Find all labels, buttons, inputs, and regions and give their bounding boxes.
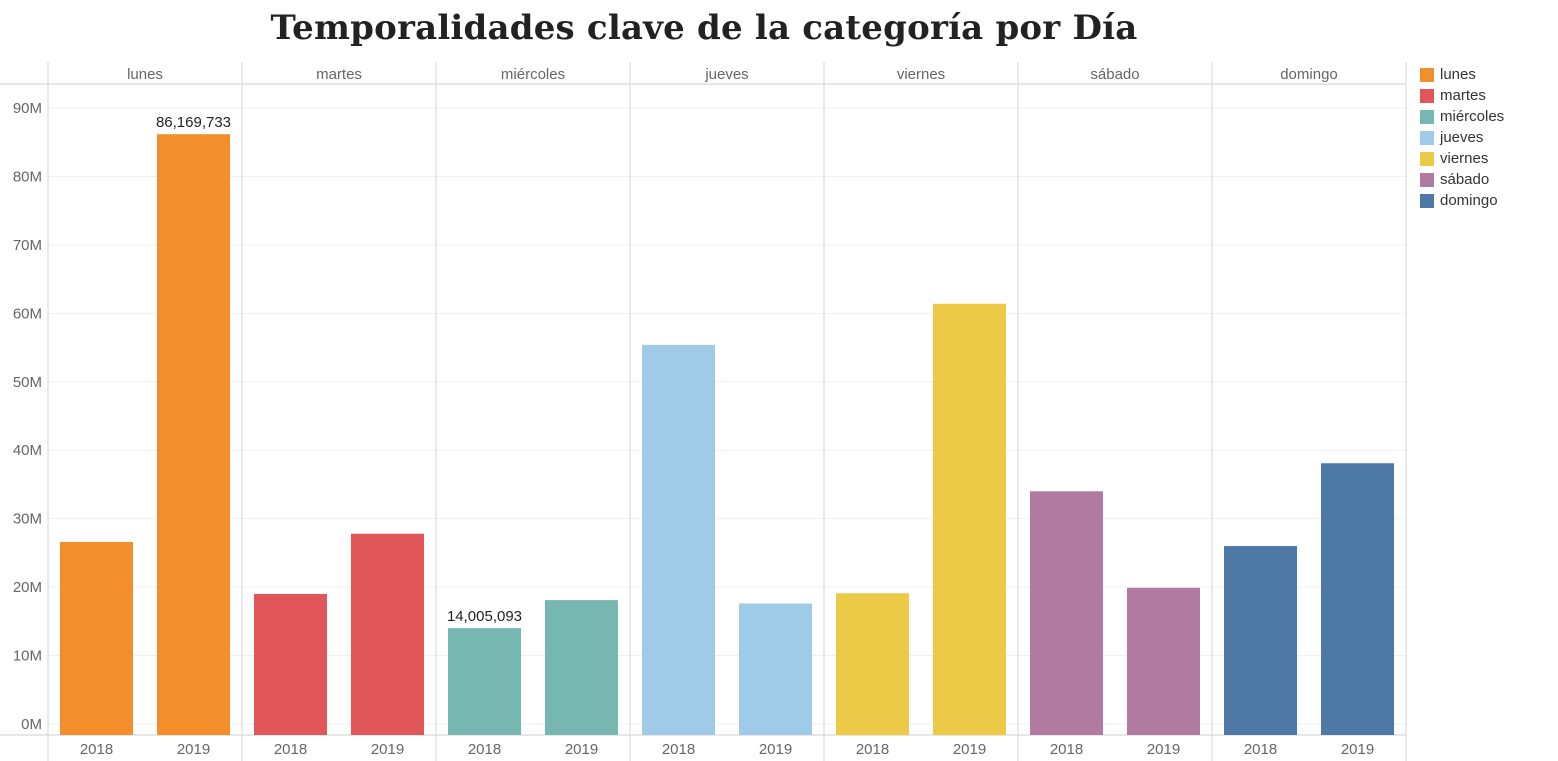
bar[interactable] — [836, 593, 909, 735]
legend-item[interactable]: sábado — [1420, 169, 1504, 190]
panel-header: lunes — [127, 66, 163, 83]
chart-title: Temporalidades clave de la categoría por… — [270, 8, 1138, 48]
x-tick-label: 2018 — [274, 741, 307, 758]
y-tick-label: 90M — [13, 100, 42, 117]
legend-item[interactable]: lunes — [1420, 64, 1504, 85]
y-tick-label: 60M — [13, 305, 42, 322]
panel-header: viernes — [897, 66, 945, 83]
data-label: 14,005,093 — [447, 608, 522, 625]
y-tick-label: 80M — [13, 168, 42, 185]
panel-header: jueves — [704, 66, 748, 83]
legend-item[interactable]: martes — [1420, 85, 1504, 106]
x-tick-label: 2018 — [80, 741, 113, 758]
panel-header: domingo — [1280, 66, 1338, 83]
data-label: 86,169,733 — [156, 114, 231, 131]
bar[interactable] — [157, 134, 230, 735]
legend-swatch — [1420, 109, 1434, 124]
bar[interactable] — [60, 541, 133, 735]
bar[interactable] — [545, 600, 618, 735]
bar[interactable] — [1321, 463, 1394, 735]
legend-label: martes — [1440, 87, 1486, 104]
legend-label: lunes — [1440, 66, 1476, 83]
text-layer: 0M 10M 20M 30M 40M 50M 60M 70M 80M 90M lunes 2018 20… — [13, 66, 1374, 758]
x-tick-label: 2018 — [468, 741, 501, 758]
legend-label: domingo — [1440, 192, 1498, 209]
bar[interactable] — [933, 303, 1006, 735]
legend-swatch — [1420, 88, 1434, 103]
x-tick-label: 2019 — [953, 741, 986, 758]
bar[interactable] — [739, 603, 812, 735]
bar[interactable] — [642, 344, 715, 735]
x-tick-label: 2019 — [177, 741, 210, 758]
legend-label: sábado — [1440, 171, 1490, 188]
x-tick-label: 2018 — [856, 741, 889, 758]
x-tick-label: 2018 — [662, 741, 695, 758]
legend-label: miércoles — [1440, 108, 1505, 125]
legend-swatch — [1420, 151, 1434, 166]
panel-header: sábado — [1090, 66, 1139, 83]
bar[interactable] — [1127, 587, 1200, 735]
y-tick-label: 70M — [13, 237, 42, 254]
y-tick-label: 30M — [13, 511, 42, 528]
y-tick-label: 0M — [21, 716, 42, 733]
panel-header: miércoles — [501, 66, 565, 83]
legend: lunes martes miércoles jueves viernes sábado d… — [1420, 64, 1504, 211]
x-tick-label: 2019 — [1147, 741, 1180, 758]
y-tick-label: 50M — [13, 374, 42, 391]
bar[interactable] — [1030, 491, 1103, 735]
bar[interactable] — [351, 533, 424, 735]
legend-swatch — [1420, 67, 1434, 82]
x-tick-label: 2018 — [1050, 741, 1083, 758]
bar[interactable] — [448, 628, 521, 735]
legend-swatch — [1420, 130, 1434, 145]
legend-item[interactable]: viernes — [1420, 148, 1504, 169]
legend-label: viernes — [1440, 150, 1489, 167]
x-tick-label: 2018 — [1244, 741, 1277, 758]
x-tick-label: 2019 — [371, 741, 404, 758]
legend-item[interactable]: domingo — [1420, 190, 1504, 211]
x-tick-label: 2019 — [759, 741, 792, 758]
legend-swatch — [1420, 193, 1434, 208]
panel-header: martes — [316, 66, 362, 83]
grid-layer — [48, 107, 1406, 725]
legend-item[interactable]: miércoles — [1420, 106, 1504, 127]
y-tick-label: 20M — [13, 579, 42, 596]
legend-swatch — [1420, 172, 1434, 187]
legend-label: jueves — [1440, 129, 1484, 146]
y-tick-label: 40M — [13, 442, 42, 459]
x-tick-label: 2019 — [1341, 741, 1374, 758]
y-tick-label: 10M — [13, 648, 42, 665]
bar[interactable] — [254, 593, 327, 735]
bar[interactable] — [1224, 546, 1297, 735]
legend-item[interactable]: jueves — [1420, 127, 1504, 148]
x-tick-label: 2019 — [565, 741, 598, 758]
bar-layer — [60, 134, 1394, 735]
